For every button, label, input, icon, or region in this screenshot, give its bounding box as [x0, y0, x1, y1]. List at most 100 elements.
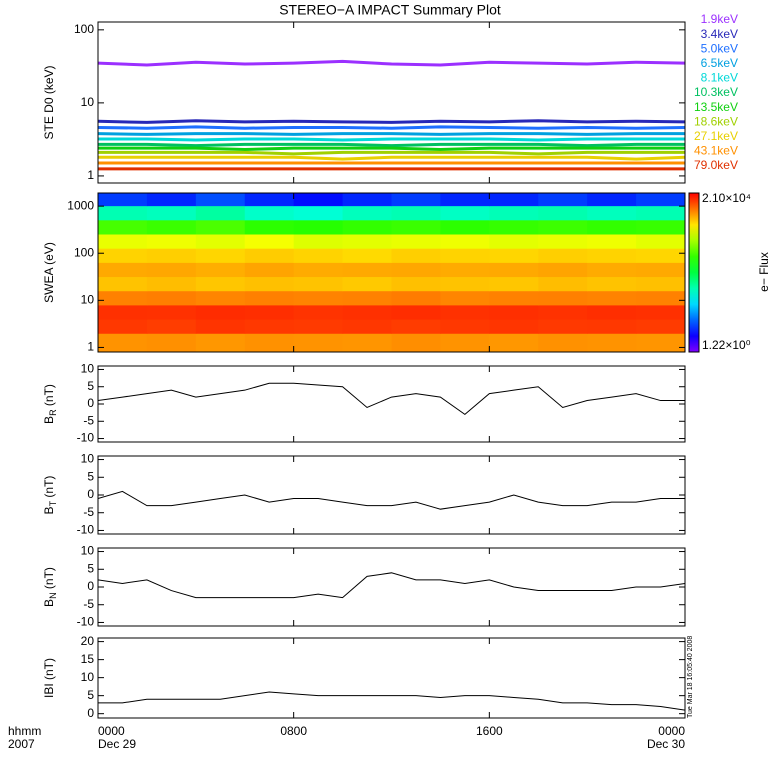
heat-cell [440, 290, 490, 306]
y-axis-label: SWEA (eV) [42, 242, 56, 303]
heat-cell [244, 319, 295, 334]
heat-cell [342, 193, 392, 207]
heat-cell [293, 319, 344, 334]
heat-cell [636, 304, 685, 320]
y-tick-label: 5 [87, 379, 94, 393]
heat-cell [293, 304, 344, 320]
heat-cell [293, 219, 344, 235]
panel-frame [97, 192, 686, 353]
heat-cell [587, 304, 637, 320]
heat-cell [489, 304, 539, 320]
heat-cell [538, 234, 588, 249]
heat-cell [98, 193, 148, 207]
y-tick-label: 0 [87, 487, 94, 501]
series-line [98, 490, 685, 510]
y-tick-label: -10 [77, 431, 95, 445]
heat-cell [342, 333, 392, 352]
heat-cell [98, 262, 148, 278]
heat-cell [244, 193, 295, 207]
heat-cell [538, 276, 588, 292]
heat-cell [636, 319, 685, 334]
heat-cell [146, 304, 197, 320]
heat-cell [440, 319, 490, 334]
heat-cell [244, 262, 295, 278]
y-tick-label: 1 [87, 168, 94, 182]
heat-cell [636, 290, 685, 306]
heat-cell [342, 276, 392, 292]
heat-cell [636, 248, 685, 263]
heat-cell [636, 193, 685, 207]
heat-cell [244, 248, 295, 263]
y-tick-label: 0 [87, 579, 94, 593]
y-tick-label: 1000 [67, 198, 94, 212]
heat-cell [342, 290, 392, 306]
heat-cell [342, 234, 392, 249]
heat-cell [98, 290, 148, 306]
heat-cell [587, 333, 637, 352]
series-line [98, 155, 685, 161]
heat-cell [195, 304, 246, 320]
heat-cell [342, 219, 392, 235]
heat-cell [293, 193, 344, 207]
series-line [98, 142, 685, 148]
colorbar-tick-label: 2.10×10⁴ [702, 191, 751, 205]
heat-cell [587, 290, 637, 306]
heat-cell [587, 205, 637, 221]
heat-cell [440, 262, 490, 278]
heat-cell [587, 319, 637, 334]
plot-area [98, 382, 685, 415]
y-tick-label: 0 [87, 706, 94, 720]
heat-cell [146, 276, 197, 292]
heat-cell [244, 290, 295, 306]
heat-cell [98, 319, 148, 334]
heat-cell [538, 262, 588, 278]
heat-cell [195, 290, 246, 306]
heat-cell [293, 262, 344, 278]
heat-cell [342, 205, 392, 221]
legend-entry: 43.1keV [694, 144, 738, 158]
y-axis-label: BT (nT) [42, 476, 58, 515]
heat-cell [391, 276, 441, 292]
heat-cell [342, 262, 392, 278]
heat-cell [489, 219, 539, 235]
y-tick-label: -10 [77, 615, 95, 629]
heat-cell [293, 276, 344, 292]
heat-cell [636, 234, 685, 249]
y-tick-label: 100 [74, 22, 94, 36]
heat-cell [440, 276, 490, 292]
y-tick-label: 5 [87, 561, 94, 575]
y-axis-label: IBI (nT) [42, 658, 56, 698]
y-label-unit: (nT) [42, 384, 56, 409]
heat-cell [98, 276, 148, 292]
date-end: Dec 30 [647, 737, 685, 751]
timestamp: Tue Mar 18 16:05:40 2008 [687, 636, 694, 718]
y-tick-label: 10 [81, 452, 95, 466]
legend-entry: 3.4keV [701, 27, 738, 41]
heat-cell [146, 290, 197, 306]
y-tick-label: 10 [81, 544, 95, 558]
panel-frame [97, 455, 686, 535]
legend-entry: 8.1keV [701, 71, 738, 85]
series-line [98, 125, 685, 130]
heat-cell [636, 262, 685, 278]
heat-cell [440, 333, 490, 352]
heat-cell [391, 262, 441, 278]
series-line [98, 59, 685, 67]
heat-cell [391, 193, 441, 207]
heat-cell [440, 234, 490, 249]
heat-cell [293, 205, 344, 221]
heat-cell [391, 290, 441, 306]
heat-cell [587, 193, 637, 207]
heat-cell [391, 219, 441, 235]
heat-cell [195, 248, 246, 263]
y-label-sub: N [48, 592, 58, 599]
y-tick-label: 10 [81, 670, 95, 684]
plot-area [98, 691, 685, 711]
heat-cell [538, 205, 588, 221]
heat-cell [146, 219, 197, 235]
series-line [98, 137, 685, 142]
x-tick-label: 0000 [658, 724, 685, 738]
heat-cell [391, 304, 441, 320]
heat-cell [636, 205, 685, 221]
